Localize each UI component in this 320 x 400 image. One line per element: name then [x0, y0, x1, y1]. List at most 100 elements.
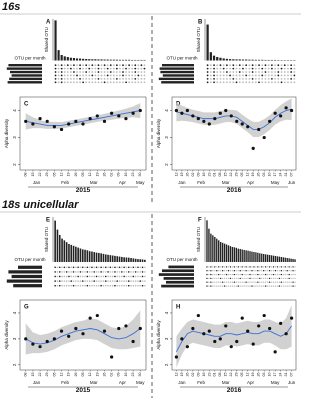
- point: [131, 339, 135, 344]
- matrix-dot: [277, 64, 280, 67]
- matrix-dot: [82, 67, 85, 70]
- bar: [253, 251, 255, 262]
- matrix-dot: [137, 81, 140, 84]
- matrix-dot: [143, 67, 146, 70]
- bar: [261, 59, 264, 61]
- x-tick-label: 05: [81, 373, 85, 377]
- matrix-dot: [229, 266, 232, 268]
- set-bar: [158, 77, 194, 81]
- matrix-dot: [263, 281, 265, 283]
- bar: [107, 254, 109, 262]
- x-tick-label: 02: [110, 373, 114, 377]
- matrix-dot: [225, 281, 228, 283]
- matrix-dot: [75, 284, 77, 287]
- matrix-dot: [56, 280, 59, 282]
- matrix-dot: [69, 67, 72, 70]
- matrix-dot: [287, 81, 289, 84]
- matrix-dot: [206, 74, 209, 77]
- month-label: Jan: [33, 180, 41, 185]
- point: [102, 329, 107, 333]
- matrix-dot: [235, 270, 238, 272]
- month-label: Feb: [61, 180, 69, 185]
- y-axis-label: Alpha diversity: [4, 320, 9, 350]
- matrix-dot: [114, 271, 116, 273]
- matrix-dot: [86, 284, 89, 287]
- matrix-dot: [206, 77, 209, 80]
- matrix-dot: [210, 281, 212, 283]
- matrix-dot: [258, 64, 260, 67]
- trend-line: [25, 110, 141, 126]
- matrix-dot: [210, 273, 212, 276]
- matrix-dot: [73, 64, 75, 67]
- matrix-dot: [253, 270, 255, 272]
- matrix-dot: [255, 270, 257, 272]
- set-bar: [6, 279, 43, 283]
- matrix-dot: [213, 67, 215, 70]
- matrix-dot: [274, 273, 277, 276]
- matrix-dot: [81, 284, 84, 287]
- matrix-dot: [239, 273, 241, 276]
- matrix-dot: [98, 280, 100, 282]
- panel-letter: F: [198, 218, 202, 224]
- plot-frame: [171, 96, 297, 171]
- matrix-dot: [214, 273, 216, 276]
- matrix-dot: [272, 266, 275, 268]
- matrix-dot: [253, 281, 255, 283]
- bar: [63, 56, 66, 61]
- matrix-dot: [219, 270, 222, 272]
- matrix-dot: [109, 77, 112, 80]
- matrix-dot: [91, 275, 93, 278]
- bar: [235, 247, 238, 262]
- matrix-dot: [123, 280, 125, 282]
- x-tick-label: 31: [284, 173, 288, 177]
- matrix-dot: [144, 266, 146, 269]
- bar: [100, 59, 103, 61]
- matrix-dot: [219, 81, 222, 84]
- matrix-dot: [274, 71, 277, 73]
- matrix-dot: [115, 74, 118, 77]
- matrix-dot: [72, 284, 75, 287]
- matrix-dot: [111, 275, 114, 278]
- matrix-dot: [118, 284, 121, 287]
- bar: [81, 249, 84, 262]
- matrix-dot: [288, 285, 290, 287]
- x-tick-label: 09: [196, 373, 200, 377]
- matrix-dot: [216, 77, 219, 80]
- matrix-dot: [222, 77, 225, 80]
- month-label: Apr: [119, 380, 127, 385]
- matrix-dot: [93, 266, 96, 269]
- point: [202, 332, 206, 336]
- point: [59, 127, 64, 132]
- matrix-dot: [128, 81, 131, 84]
- x-tick-label: 19: [95, 173, 99, 177]
- bar: [75, 58, 79, 61]
- matrix-dot: [229, 71, 232, 73]
- point: [81, 332, 85, 336]
- matrix-dot: [94, 71, 97, 73]
- bar: [121, 256, 123, 262]
- matrix-dot: [107, 280, 109, 282]
- matrix-dot: [245, 74, 248, 77]
- x-tick-label: 30: [138, 373, 142, 377]
- matrix-dot: [210, 266, 212, 268]
- point: [24, 119, 28, 123]
- matrix-dot: [257, 270, 259, 272]
- point: [124, 117, 128, 121]
- matrix-dot: [277, 71, 280, 73]
- x-tick-label: 03: [262, 373, 266, 377]
- matrix-dot: [280, 285, 283, 287]
- set-bar: [18, 265, 42, 269]
- matrix-dot: [232, 74, 235, 77]
- matrix-dot: [268, 273, 271, 276]
- matrix-dot: [288, 281, 290, 283]
- point: [224, 108, 228, 113]
- matrix-dot: [143, 64, 146, 67]
- matrix-dot: [84, 266, 86, 269]
- point: [235, 119, 239, 123]
- matrix-dot: [268, 281, 271, 283]
- matrix-dot: [54, 71, 57, 73]
- matrix-dot: [82, 81, 85, 84]
- x-tick-label: 10: [268, 373, 272, 377]
- matrix-dot: [112, 74, 115, 77]
- matrix-dot: [290, 71, 293, 73]
